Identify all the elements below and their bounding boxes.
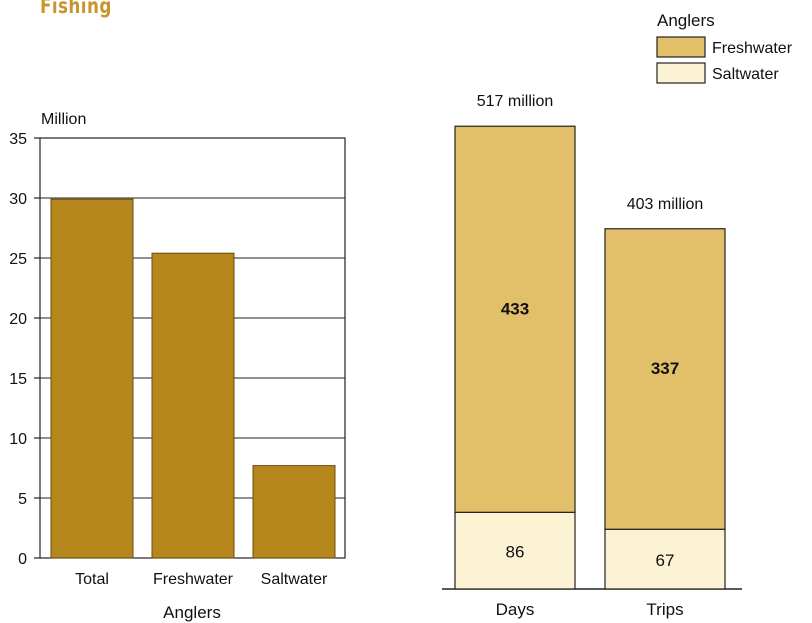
total-label: 517 million: [477, 93, 553, 110]
legend-entry: Saltwater: [712, 66, 779, 83]
data-label: 86: [506, 543, 525, 562]
y-tick-label: 35: [9, 131, 27, 148]
bar-segment-saltwater: [604, 528, 726, 590]
bar-segment-freshwater: [604, 228, 726, 530]
x-tick-label: Days: [496, 600, 535, 619]
bar-freshwater: [151, 252, 235, 559]
legend-swatch-saltwater: [656, 62, 706, 84]
y-axis-label: Million: [41, 111, 86, 128]
legend-swatch-freshwater: [656, 36, 706, 58]
y-tick-label: 20: [9, 311, 27, 328]
x-tick-label: Saltwater: [261, 571, 328, 588]
x-axis-label: Anglers: [163, 603, 221, 622]
y-tick-label: 30: [9, 191, 27, 208]
x-tick-label: Freshwater: [153, 571, 234, 588]
data-label: 67: [656, 551, 675, 570]
data-label: 337: [651, 359, 679, 378]
bar-segment-freshwater: [454, 125, 576, 513]
y-tick-label: 15: [9, 371, 27, 388]
data-label: 433: [501, 299, 529, 318]
legend-title: Anglers: [657, 11, 715, 30]
page-title: Fishing: [40, 0, 112, 18]
total-label: 403 million: [627, 196, 703, 213]
legend-entry: Freshwater: [712, 40, 793, 57]
x-tick-label: Total: [75, 571, 109, 588]
y-tick-label: 25: [9, 251, 27, 268]
bar-saltwater: [252, 465, 336, 559]
y-tick-label: 10: [9, 431, 27, 448]
bar-total: [50, 198, 134, 559]
y-tick-label: 0: [18, 551, 27, 568]
x-tick-label: Trips: [646, 600, 683, 619]
y-tick-label: 5: [18, 491, 27, 508]
bar-segment-saltwater: [454, 511, 576, 590]
